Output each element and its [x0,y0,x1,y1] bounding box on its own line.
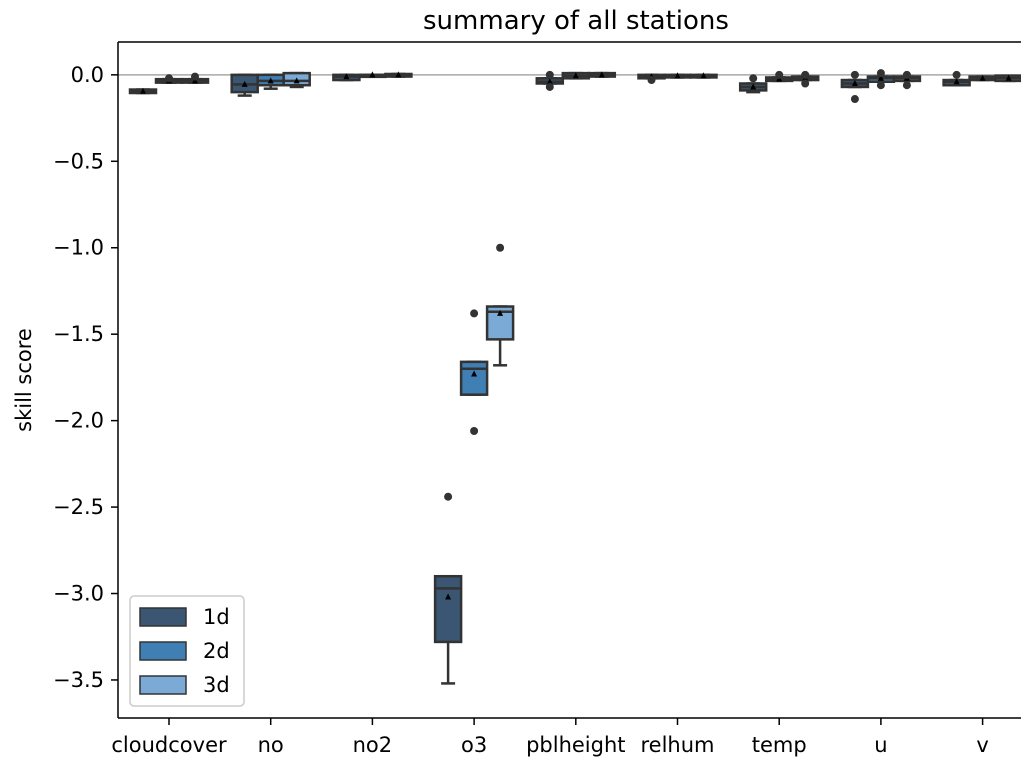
mean-marker [674,72,681,79]
mean-marker [851,79,858,86]
mean-marker [471,370,478,377]
mean-marker [343,73,350,80]
x-tick-label: cloudcover [111,733,227,757]
outlier-point [191,72,199,81]
box-no-3d [282,71,311,89]
box-u-3d [892,70,922,90]
box-v-1d [942,70,971,87]
mean-marker [241,80,248,87]
box-temp-1d [738,74,768,94]
mean-marker [979,74,986,81]
box-o3-3d [485,243,515,367]
legend-label-1d: 1d [203,605,230,629]
outlier-point [902,70,911,79]
outlier-point [801,79,810,88]
mean-marker [598,71,605,78]
mean-marker [369,71,376,78]
box-cloudcover-1d [128,87,158,95]
box-iqr [433,574,463,644]
x-tick-label: no2 [353,733,393,757]
outlier-point [952,70,961,79]
box-cloudcover-3d [180,72,210,84]
plot-area: 0.0 −0.5 −1.0 −1.5 −2.0 −2.5 −3.0 −3.5 cloudcove… [53,41,1021,757]
box-temp-3d [790,70,820,88]
y-tick-label: 0.0 [71,63,104,87]
box-no-2d [256,73,285,90]
box-u-2d [866,69,896,90]
box-no2-1d [332,73,361,82]
outlier-point [876,69,885,78]
mean-marker [445,593,452,600]
legend-swatch-1d [139,607,187,627]
outlier-point [749,74,758,83]
outlier-point [775,70,784,79]
legend-swatch-2d [139,641,187,661]
box-pblheight-1d [535,70,565,91]
x-tick-label: no [258,733,284,757]
y-tick-label: −1.0 [53,236,104,260]
outlier-point [444,492,453,501]
box-no-1d [230,73,259,97]
mean-marker [293,77,300,84]
legend: 1d 2d 3d [129,595,245,707]
outlier-point [647,76,656,85]
x-tick-label: pblheight [526,733,625,757]
y-tick-label: −3.0 [53,582,104,606]
box-pblheight-3d [587,71,617,78]
box-iqr [459,360,489,396]
outlier-point [496,243,505,252]
box-relhum-2d [663,72,692,79]
outlier-point [545,70,554,79]
mean-marker [140,87,146,94]
box-no2-2d [358,71,387,79]
x-tick-label: o3 [461,733,487,757]
x-tick-label: u [874,733,887,757]
chart-title: summary of all stations [423,6,729,36]
box-relhum-3d [689,72,718,79]
outlier-point [165,74,173,83]
mean-marker [750,83,757,90]
box-pblheight-2d [561,71,591,80]
box-relhum-1d [637,73,666,85]
y-tick-label: −3.5 [53,668,104,692]
outlier-point [470,309,479,318]
mean-marker [700,72,707,79]
y-tick-label: −0.5 [53,149,104,173]
mean-marker [267,77,274,84]
mean-marker [572,72,579,79]
box-cloudcover-2d [154,74,184,84]
box-o3-2d [459,309,489,436]
mean-marker [877,74,884,81]
y-tick-label: −2.5 [53,495,104,519]
outlier-point [801,70,810,79]
y-tick-label: −2.0 [53,409,104,433]
legend-swatch-3d [139,675,187,695]
mean-marker [497,309,504,316]
outlier-point [470,427,479,436]
y-tick-label: −1.5 [53,322,104,346]
outlier-point [545,82,554,91]
mean-marker [1005,74,1012,81]
mean-marker [953,78,960,85]
x-tick-label: v [976,733,988,757]
outlier-point [850,95,859,104]
box-v-3d [994,74,1021,83]
outlier-point [850,70,859,79]
x-tick-label: temp [752,733,807,757]
box-u-1d [840,70,870,104]
mean-marker [546,78,553,85]
box-o3-1d [433,492,463,685]
box-no2-3d [384,71,413,78]
box-temp-2d [764,70,794,83]
x-tick-label: relhum [640,733,714,757]
legend-label-2d: 2d [203,639,230,663]
box-v-2d [968,74,997,82]
y-axis-label: skill score [12,328,36,432]
outlier-point [876,81,885,90]
outlier-point [902,81,911,90]
plot-content [118,69,1021,685]
legend-label-3d: 3d [203,673,230,697]
mean-marker [395,71,402,78]
